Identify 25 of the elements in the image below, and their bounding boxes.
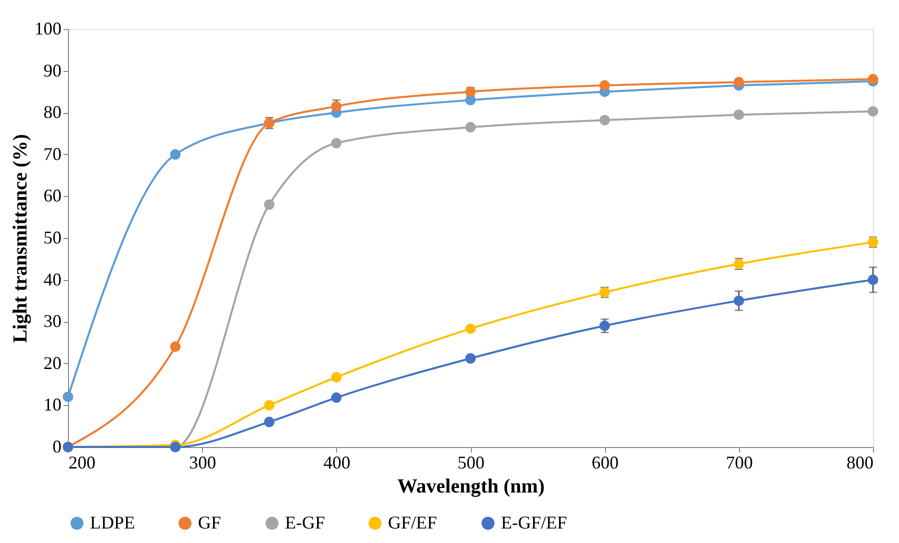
y-tick-label: 90 xyxy=(44,60,62,80)
legend-label: GF xyxy=(198,512,222,532)
legend-label: E-GF/EF xyxy=(501,512,568,532)
y-tick-label: 100 xyxy=(34,18,62,38)
x-tick-label: 800 xyxy=(846,452,874,472)
y-tick-label: 20 xyxy=(44,352,62,373)
y-tick-label: 80 xyxy=(44,102,62,122)
x-tick-label: 600 xyxy=(592,452,619,472)
y-tick-label: 70 xyxy=(44,144,62,164)
legend-label: LDPE xyxy=(90,512,136,532)
y-tick-label: 50 xyxy=(44,228,62,248)
x-tick-label: 200 xyxy=(68,452,96,472)
x-tick-label: 400 xyxy=(323,452,350,472)
x-tick-label: 500 xyxy=(458,452,484,472)
y-tick-label: 40 xyxy=(44,269,62,290)
legend-label: E-GF xyxy=(285,512,325,532)
y-tick-label: 60 xyxy=(44,186,62,206)
y-tick-label: 30 xyxy=(44,311,62,332)
x-tick-label: 300 xyxy=(189,452,216,472)
x-tick-label: 700 xyxy=(726,452,753,472)
x-axis-title: Wavelength (nm) xyxy=(397,476,545,498)
y-tick-label: 0 xyxy=(52,436,62,456)
y-axis-title: Light transmittance (%) xyxy=(10,134,32,343)
y-tick-label: 10 xyxy=(44,394,62,415)
legend-label: GF/EF xyxy=(388,512,438,532)
